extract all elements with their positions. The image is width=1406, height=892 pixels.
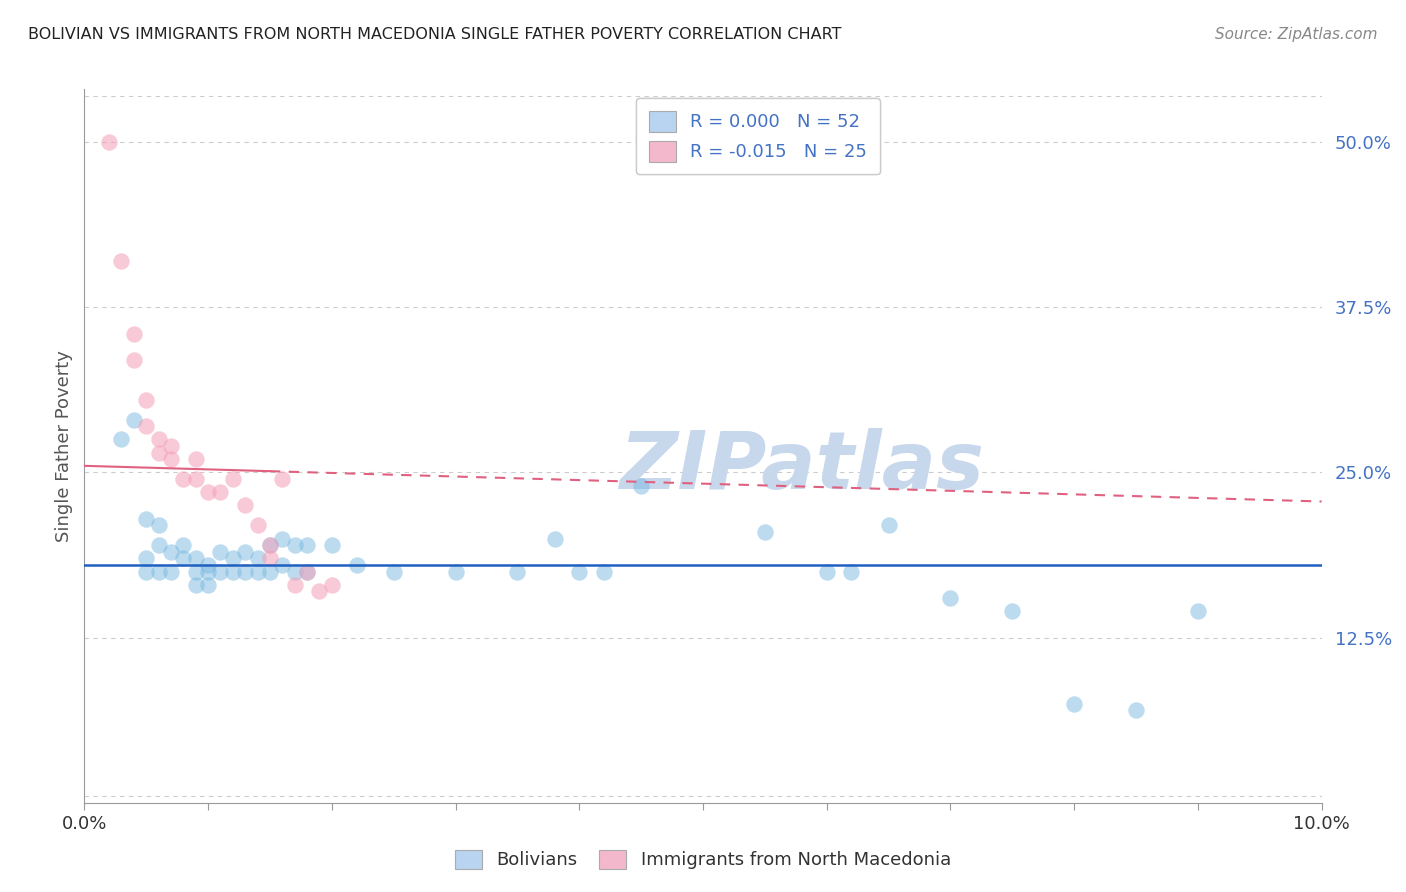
Point — [110, 254, 132, 268]
Point — [246, 518, 269, 533]
Point — [184, 578, 207, 592]
Y-axis label: Single Father Poverty: Single Father Poverty — [55, 350, 73, 542]
Point — [135, 392, 157, 407]
Point — [135, 419, 157, 434]
Point — [122, 353, 145, 368]
Point — [148, 433, 170, 447]
Point — [135, 565, 157, 579]
Point — [382, 565, 405, 579]
Point — [160, 439, 183, 453]
Point — [172, 538, 194, 552]
Point — [271, 558, 294, 572]
Point — [593, 565, 616, 579]
Point — [209, 565, 232, 579]
Point — [246, 551, 269, 566]
Point — [172, 551, 194, 566]
Point — [135, 551, 157, 566]
Point — [184, 551, 207, 566]
Point — [506, 565, 529, 579]
Point — [259, 538, 281, 552]
Point — [259, 565, 281, 579]
Point — [222, 472, 245, 486]
Point — [630, 478, 652, 492]
Point — [1187, 604, 1209, 618]
Point — [568, 565, 591, 579]
Point — [222, 551, 245, 566]
Point — [160, 452, 183, 467]
Text: BOLIVIAN VS IMMIGRANTS FROM NORTH MACEDONIA SINGLE FATHER POVERTY CORRELATION CH: BOLIVIAN VS IMMIGRANTS FROM NORTH MACEDO… — [28, 27, 842, 42]
Legend: Bolivians, Immigrants from North Macedonia: Bolivians, Immigrants from North Macedon… — [446, 840, 960, 879]
Point — [135, 511, 157, 525]
Point — [197, 565, 219, 579]
Point — [271, 472, 294, 486]
Point — [122, 326, 145, 341]
Point — [160, 565, 183, 579]
Point — [284, 578, 307, 592]
Point — [271, 532, 294, 546]
Legend: R = 0.000   N = 52, R = -0.015   N = 25: R = 0.000 N = 52, R = -0.015 N = 25 — [636, 98, 880, 174]
Point — [543, 532, 565, 546]
Point — [172, 472, 194, 486]
Point — [148, 518, 170, 533]
Point — [841, 565, 863, 579]
Point — [321, 578, 343, 592]
Point — [284, 538, 307, 552]
Point — [346, 558, 368, 572]
Point — [295, 538, 318, 552]
Point — [815, 565, 838, 579]
Point — [877, 518, 900, 533]
Point — [259, 551, 281, 566]
Point — [197, 558, 219, 572]
Point — [148, 565, 170, 579]
Text: Source: ZipAtlas.com: Source: ZipAtlas.com — [1215, 27, 1378, 42]
Point — [284, 565, 307, 579]
Point — [184, 565, 207, 579]
Point — [98, 135, 121, 149]
Point — [197, 578, 219, 592]
Point — [233, 499, 256, 513]
Point — [184, 452, 207, 467]
Point — [197, 485, 219, 500]
Point — [1063, 697, 1085, 711]
Point — [110, 433, 132, 447]
Point — [939, 591, 962, 605]
Point — [246, 565, 269, 579]
Point — [209, 485, 232, 500]
Point — [295, 565, 318, 579]
Point — [233, 565, 256, 579]
Point — [122, 412, 145, 426]
Point — [233, 545, 256, 559]
Point — [148, 445, 170, 459]
Point — [1001, 604, 1024, 618]
Point — [160, 545, 183, 559]
Point — [754, 524, 776, 539]
Text: ZIPatlas: ZIPatlas — [620, 428, 984, 507]
Point — [308, 584, 330, 599]
Point — [148, 538, 170, 552]
Point — [222, 565, 245, 579]
Point — [184, 472, 207, 486]
Point — [209, 545, 232, 559]
Point — [1125, 703, 1147, 717]
Point — [295, 565, 318, 579]
Point — [321, 538, 343, 552]
Point — [259, 538, 281, 552]
Point — [444, 565, 467, 579]
